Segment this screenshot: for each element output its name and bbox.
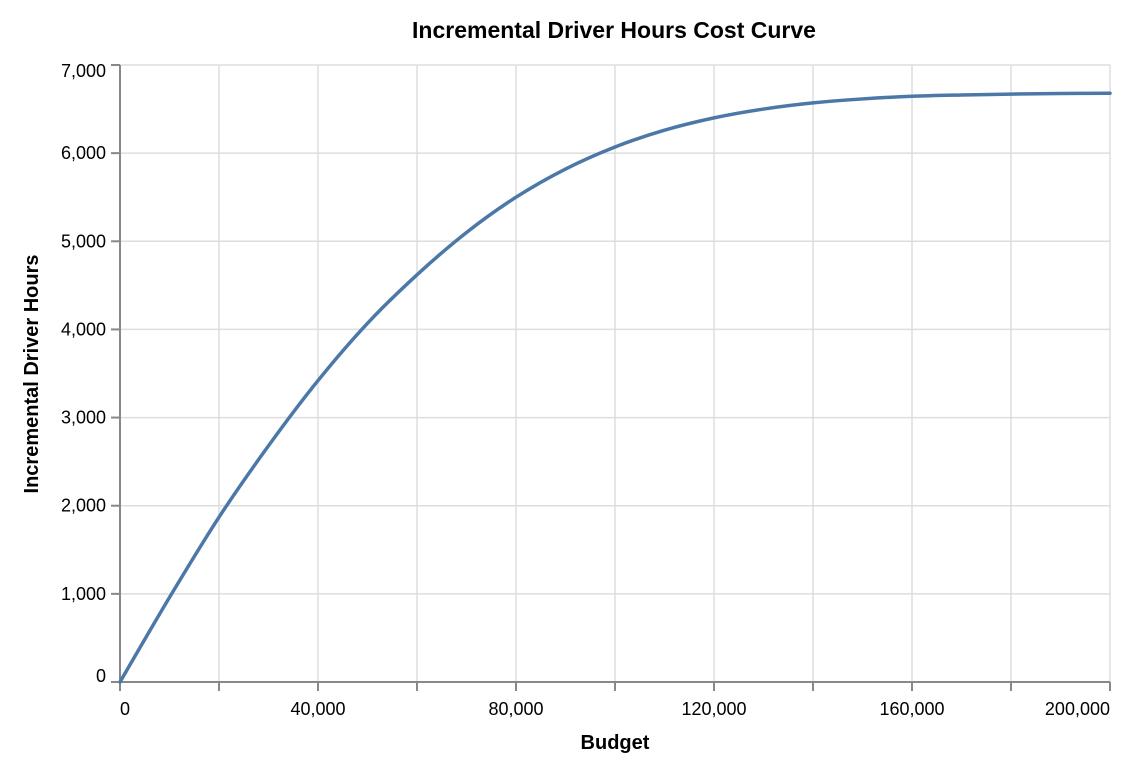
y-tick-label: 0 [96, 666, 106, 686]
x-tick-label: 160,000 [879, 699, 944, 719]
y-axis-title: Incremental Driver Hours [21, 255, 43, 494]
y-tick-label: 4,000 [61, 319, 106, 339]
x-tick-label: 200,000 [1045, 699, 1110, 719]
x-tick-label: 0 [120, 699, 130, 719]
y-tick-label: 6,000 [61, 143, 106, 163]
x-tick-label: 120,000 [681, 699, 746, 719]
x-tick-label: 40,000 [290, 699, 345, 719]
y-tick-label: 7,000 [61, 61, 106, 81]
series-layer [118, 91, 1112, 684]
y-tick-label: 1,000 [61, 584, 106, 604]
grid [120, 64, 1111, 682]
y-tick-label: 5,000 [61, 231, 106, 251]
series-line [118, 91, 1112, 684]
x-tick-label: 80,000 [488, 699, 543, 719]
axes: 0 40,000 80,000 120,000 160,000 200,000 0 1,000… [61, 61, 1111, 719]
x-axis-title: Budget [581, 732, 650, 754]
y-tick-label: 2,000 [61, 496, 106, 516]
y-tick-label: 3,000 [61, 408, 106, 428]
chart-title: Incremental Driver Hours Cost Curve [412, 17, 816, 43]
